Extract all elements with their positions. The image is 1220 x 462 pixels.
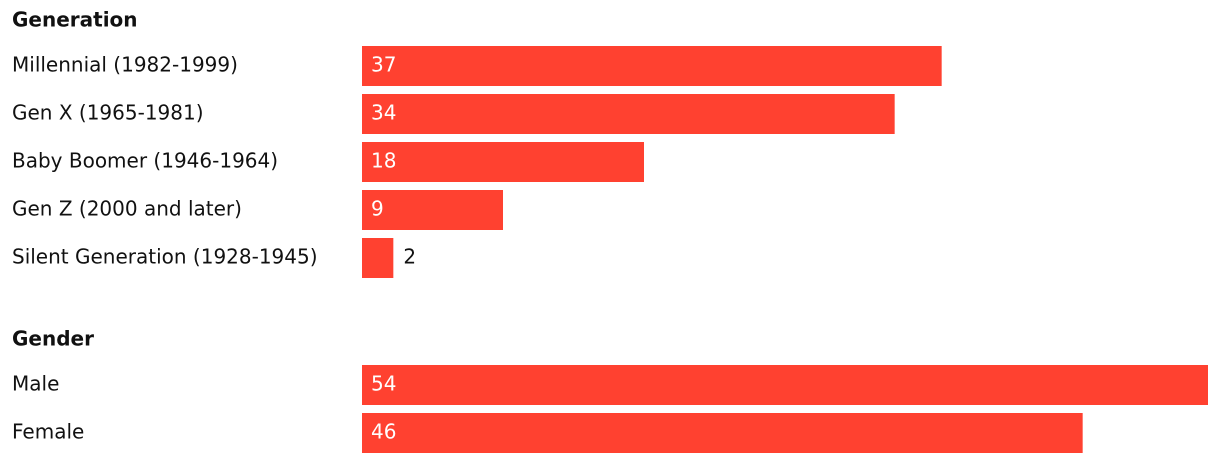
value-label: 9: [371, 197, 384, 221]
category-label: Gen Z (2000 and later): [12, 197, 242, 221]
category-label: Female: [12, 420, 84, 444]
value-label: 46: [371, 420, 396, 444]
chart-title: Gender: [12, 327, 94, 351]
bar: [362, 94, 895, 134]
value-label: 34: [371, 101, 396, 125]
value-label: 37: [371, 53, 396, 77]
bar: [362, 365, 1208, 405]
bar: [362, 413, 1083, 453]
chart-title: Generation: [12, 8, 138, 32]
value-label: 54: [371, 372, 396, 396]
category-label: Millennial (1982-1999): [12, 53, 238, 77]
bar: [362, 142, 644, 182]
value-label: 2: [403, 245, 416, 269]
category-label: Male: [12, 372, 59, 396]
bar: [362, 190, 503, 230]
category-label: Baby Boomer (1946-1964): [12, 149, 278, 173]
value-label: 18: [371, 149, 396, 173]
bar: [362, 46, 942, 86]
category-label: Gen X (1965-1981): [12, 101, 204, 125]
category-label: Silent Generation (1928-1945): [12, 245, 318, 269]
bar: [362, 238, 394, 278]
